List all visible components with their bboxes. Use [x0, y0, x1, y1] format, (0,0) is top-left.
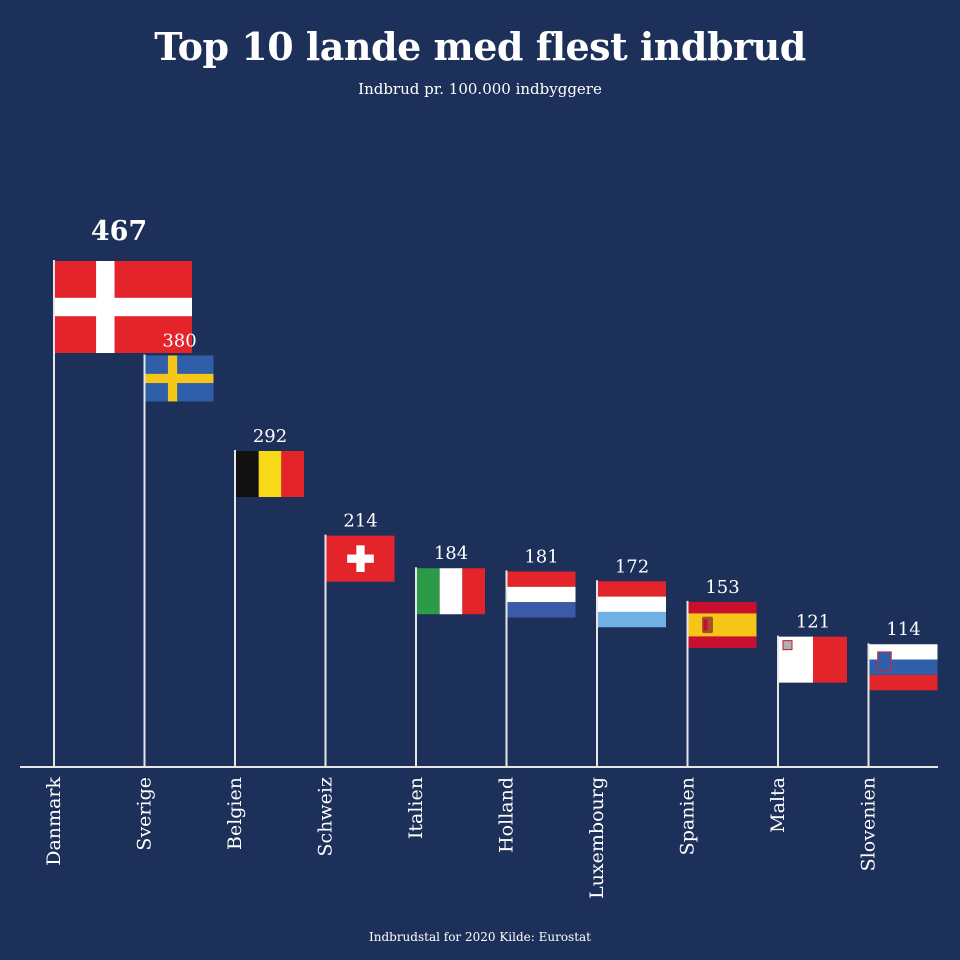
category-label: Italien	[405, 777, 427, 839]
value-label: 467	[91, 216, 147, 247]
value-label: 184	[434, 543, 468, 564]
flag-belgium-icon	[236, 450, 304, 497]
category-label: Danmark	[43, 777, 65, 866]
category-label: Belgien	[224, 777, 246, 850]
value-label: 153	[705, 577, 739, 598]
flag-bar-belgien: 292 Belgien	[224, 426, 304, 850]
flag-luxembourg-icon	[598, 581, 666, 628]
category-label: Spanien	[677, 777, 699, 855]
value-label: 214	[343, 511, 377, 532]
value-label: 380	[162, 330, 196, 351]
flag-sweden-icon	[145, 355, 214, 402]
flag-netherlands-icon	[507, 571, 576, 618]
flag-slovenia-icon	[869, 644, 938, 691]
flag-spain-icon	[688, 601, 757, 648]
value-label: 181	[524, 546, 558, 567]
category-label: Schweiz	[315, 777, 337, 857]
flag-bar-italien: 184 Italien	[405, 543, 485, 839]
flag-malta-icon	[779, 636, 847, 683]
value-label: 121	[796, 612, 830, 633]
flag-denmark-icon	[55, 261, 192, 353]
flag-bar-malta: 121 Malta	[767, 612, 847, 833]
value-label: 172	[615, 556, 649, 577]
flag-bar-schweiz: 214 Schweiz	[315, 511, 395, 857]
value-label: 114	[886, 619, 920, 640]
category-label: Holland	[496, 777, 518, 853]
chart-subtitle: Indbrud pr. 100.000 indbyggere	[358, 80, 602, 98]
category-label: Slovenien	[858, 777, 880, 871]
flag-bar-holland: 181 Holland	[496, 546, 576, 853]
category-label: Luxembourg	[586, 777, 608, 899]
chart-title: Top 10 lande med flest indbrud	[154, 24, 806, 69]
category-label: Sverige	[134, 777, 156, 851]
flag-bar-slovenien: 114 Slovenien	[858, 619, 938, 871]
flag-switzerland-icon	[326, 535, 395, 582]
value-label: 292	[253, 426, 287, 447]
flag-bar-spanien: 153 Spanien	[677, 577, 757, 855]
category-label: Malta	[767, 777, 789, 833]
flag-italy-icon	[417, 568, 485, 615]
source-note: Indbrudstal for 2020 Kilde: Eurostat	[368, 930, 592, 944]
flag-bar-danmark: 467 Danmark	[43, 216, 192, 866]
flag-bar-luxembourg: 172 Luxembourg	[586, 556, 666, 899]
flag-bar-sverige: 380 Sverige	[134, 330, 214, 851]
